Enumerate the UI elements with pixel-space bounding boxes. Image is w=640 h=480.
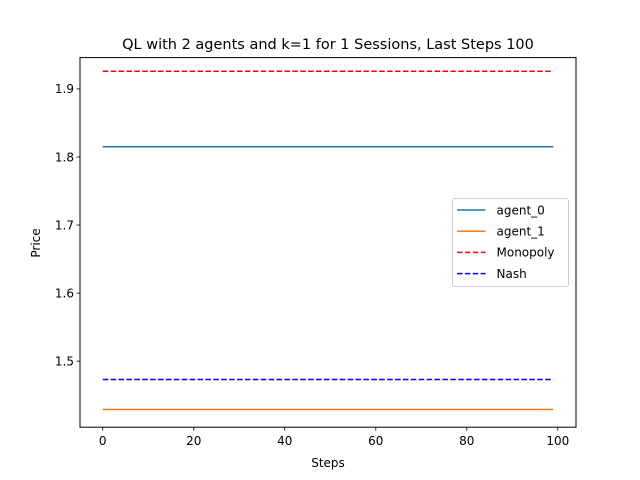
y-tick-label: 1.9: [55, 82, 74, 96]
y-tick-label: 1.8: [55, 150, 74, 164]
legend-label-monopoly: Monopoly: [497, 246, 555, 260]
y-axis-label: Price: [29, 228, 43, 257]
legend-label-nash: Nash: [497, 267, 527, 281]
x-tick-label: 80: [459, 434, 474, 448]
legend: agent_0 agent_1 Monopoly Nash: [452, 198, 569, 287]
y-tick-label: 1.6: [55, 286, 74, 300]
x-tick-label: 0: [99, 434, 107, 448]
x-axis: 0 20 40 60 80 100: [99, 427, 569, 448]
x-axis-label: Steps: [311, 456, 345, 470]
x-tick-label: 100: [546, 434, 569, 448]
series-layer: [102, 70, 554, 411]
y-axis: 1.5 1.6 1.7 1.8 1.9: [55, 82, 80, 368]
legend-label-agent_1: agent_1: [497, 225, 545, 239]
x-tick-label: 60: [368, 434, 383, 448]
plot-frame: [79, 57, 577, 428]
x-tick-label: 20: [186, 434, 201, 448]
y-tick-label: 1.5: [55, 354, 74, 368]
chart-title: QL with 2 agents and k=1 for 1 Sessions,…: [122, 37, 534, 53]
y-tick-label: 1.7: [55, 218, 74, 232]
legend-box: [452, 198, 569, 287]
x-tick-label: 40: [277, 434, 292, 448]
legend-label-agent_0: agent_0: [497, 203, 545, 217]
